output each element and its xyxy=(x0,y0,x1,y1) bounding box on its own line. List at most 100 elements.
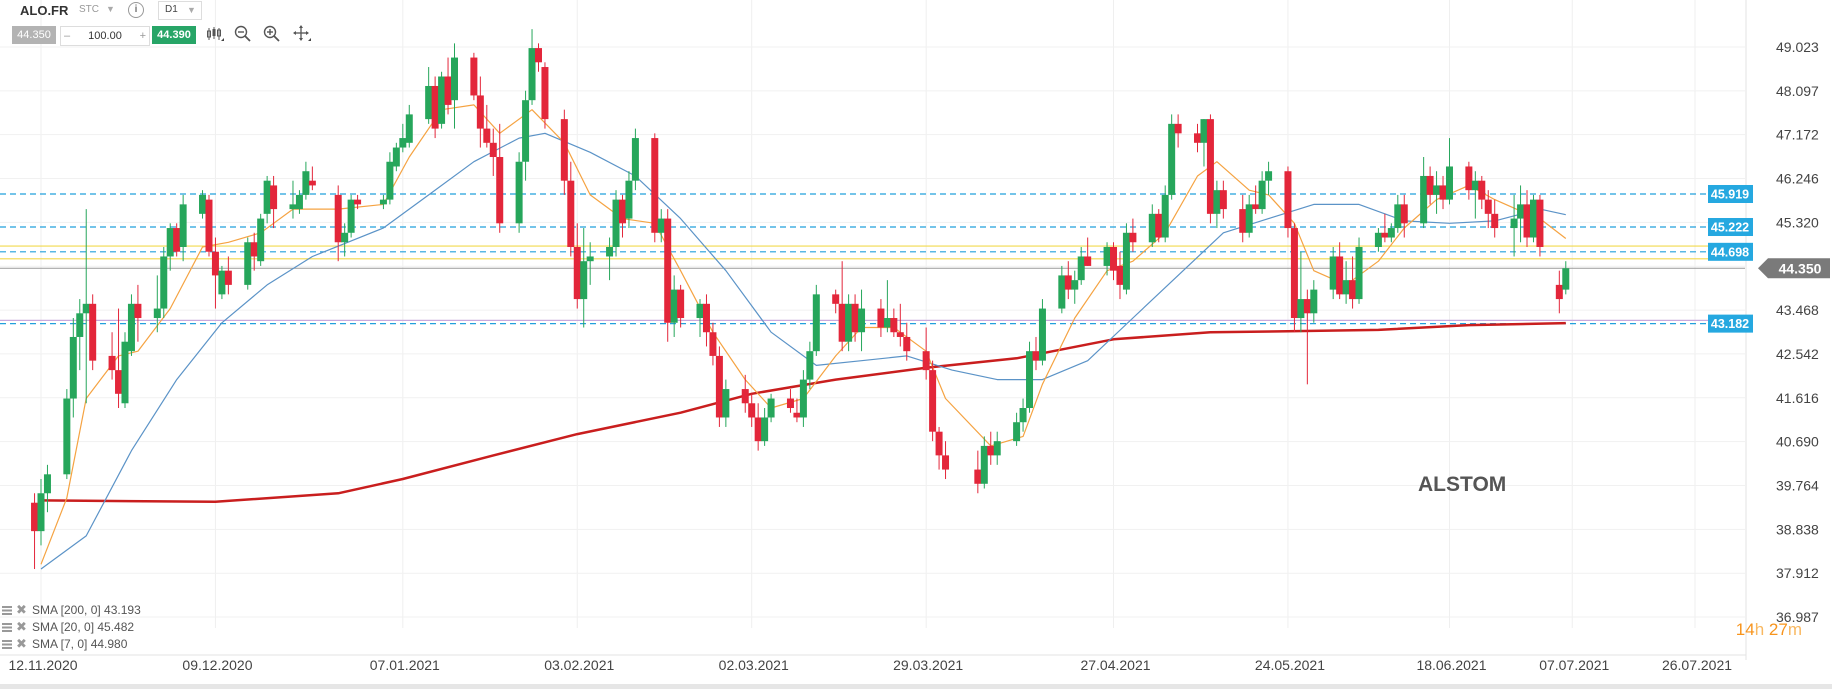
candle xyxy=(257,213,265,266)
legend-sma-200[interactable]: ✖ SMA [200, 0] 43.193 xyxy=(2,602,172,619)
legend-remove-icon[interactable]: ✖ xyxy=(16,636,27,651)
candle xyxy=(160,246,168,319)
candle xyxy=(560,109,568,195)
y-tick-label: 47.172 xyxy=(1776,127,1819,143)
candle-body xyxy=(354,199,362,205)
legend-sma-7[interactable]: ✖ SMA [7, 0] 44.980 xyxy=(2,636,172,653)
candle xyxy=(1523,190,1531,247)
candle-body xyxy=(1342,280,1350,295)
candle xyxy=(709,322,717,366)
candle-body xyxy=(702,303,710,333)
candle xyxy=(1517,185,1525,243)
candle-body xyxy=(883,318,891,328)
candle xyxy=(1239,194,1247,243)
candle xyxy=(980,436,988,489)
info-icon[interactable]: i xyxy=(128,2,144,18)
y-tick-label: 37.912 xyxy=(1776,565,1819,581)
candle-body xyxy=(541,67,549,120)
candle xyxy=(1110,242,1118,281)
legend-remove-icon[interactable]: ✖ xyxy=(16,602,27,617)
ask-price-button[interactable]: 44.390 xyxy=(152,26,196,44)
volume-increase-button[interactable]: + xyxy=(139,30,146,42)
legend-settings-icon[interactable] xyxy=(2,623,12,632)
x-tick-label: 26.07.2021 xyxy=(1662,657,1732,673)
chart-type-icon[interactable] xyxy=(205,24,225,44)
grid xyxy=(0,0,1745,628)
candle xyxy=(722,379,730,427)
candle xyxy=(528,29,536,105)
candle-body xyxy=(89,303,97,361)
volume-decrease-button[interactable]: – xyxy=(64,30,71,42)
crosshair-move-icon[interactable] xyxy=(292,24,312,44)
candle-body xyxy=(786,398,794,409)
candle-body xyxy=(121,341,129,404)
candle-body xyxy=(347,199,355,233)
symbol-dropdown-icon[interactable]: ▼ xyxy=(106,4,115,14)
candle xyxy=(845,294,853,352)
candle-body xyxy=(108,355,116,371)
candle-body xyxy=(341,232,349,243)
candle xyxy=(199,190,207,219)
timeframe-select[interactable]: D1 ▼ xyxy=(158,1,202,20)
candle-body xyxy=(263,180,271,214)
legend-remove-icon[interactable]: ✖ xyxy=(16,619,27,634)
candle-body xyxy=(935,431,943,456)
candle-body xyxy=(812,294,820,352)
candle xyxy=(1491,199,1499,238)
candle-body xyxy=(1562,268,1570,290)
zoom-in-icon[interactable] xyxy=(262,24,282,44)
horizontal-scrollbar[interactable] xyxy=(0,684,1832,689)
candle xyxy=(1168,114,1176,200)
candle-body xyxy=(166,228,174,257)
candle-body xyxy=(560,119,568,181)
candle-body xyxy=(1303,299,1311,314)
volume-input[interactable]: 100.00 xyxy=(88,30,122,42)
candle-body xyxy=(43,474,51,494)
candle-body xyxy=(1439,185,1447,200)
legend-settings-icon[interactable] xyxy=(2,606,12,615)
candle xyxy=(1471,171,1479,219)
level-price-label[interactable]: 45.919 xyxy=(1708,184,1753,203)
level-price-label[interactable]: 44.698 xyxy=(1708,242,1753,261)
volume-stepper[interactable]: – 100.00 + xyxy=(60,26,150,46)
level-price-label[interactable]: 45.222 xyxy=(1708,218,1753,237)
symbol-name[interactable]: ALO.FR xyxy=(20,3,69,18)
candle xyxy=(218,265,226,300)
candle-body xyxy=(741,389,749,404)
zoom-out-icon[interactable] xyxy=(233,24,253,44)
candle xyxy=(127,294,135,356)
candle xyxy=(1174,114,1182,148)
candle-body xyxy=(1219,190,1227,210)
candle xyxy=(134,284,142,342)
candle-body xyxy=(1038,308,1046,361)
candle-body xyxy=(606,246,614,257)
symbol-watermark: ALSTOM xyxy=(1418,473,1507,496)
legend-sma-20[interactable]: ✖ SMA [20, 0] 45.482 xyxy=(2,619,172,636)
level-label-text: 44.698 xyxy=(1711,245,1749,259)
candle-body xyxy=(1174,123,1182,134)
candle xyxy=(483,104,491,148)
candle-body xyxy=(1265,171,1273,181)
candle-body xyxy=(431,85,439,129)
candle-body xyxy=(1290,228,1298,319)
candle-body xyxy=(1252,204,1260,210)
bid-price-button[interactable]: 44.350 xyxy=(12,26,56,44)
candle-body xyxy=(974,469,982,484)
x-tick-label: 07.07.2021 xyxy=(1539,657,1609,673)
candle xyxy=(812,284,820,356)
y-tick-label: 49.023 xyxy=(1776,39,1819,55)
candle xyxy=(31,493,39,570)
legend-settings-icon[interactable] xyxy=(2,640,12,649)
level-price-label[interactable]: 43.182 xyxy=(1708,314,1753,333)
candle-body xyxy=(586,256,594,262)
candle xyxy=(1038,299,1046,366)
candle xyxy=(1148,204,1156,247)
x-tick-label: 07.01.2021 xyxy=(370,657,440,673)
candle-body xyxy=(1471,180,1479,191)
candle xyxy=(179,194,187,262)
candle xyxy=(1478,175,1486,210)
candle-body xyxy=(399,138,407,148)
candle-body xyxy=(224,270,232,285)
candle xyxy=(851,294,859,342)
